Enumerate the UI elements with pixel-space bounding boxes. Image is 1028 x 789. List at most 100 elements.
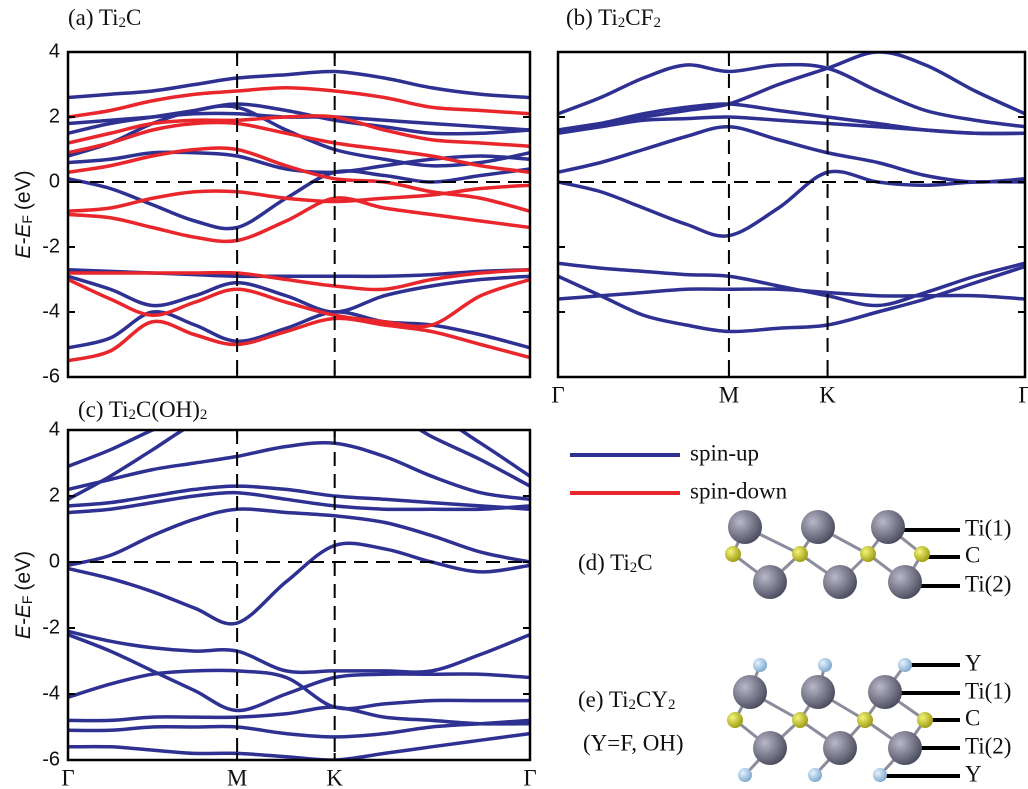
structure-e — [727, 658, 960, 782]
y-label-part: (eV) — [12, 170, 35, 210]
plot-frame — [66, 428, 532, 762]
y-tick-label: 2 — [49, 105, 60, 127]
band-line — [68, 632, 530, 713]
panel-title: (a) Ti2C — [68, 5, 141, 31]
band-line — [68, 440, 530, 502]
structure-label-part: CY — [636, 687, 668, 712]
panel-title-part: CF — [625, 5, 653, 30]
panel-title-sub: 2 — [618, 15, 626, 31]
band-line — [68, 268, 530, 292]
y-label-part: E-E — [12, 223, 35, 259]
band-line — [68, 146, 530, 213]
panel-title-sub: 2 — [129, 407, 137, 423]
band-line — [68, 309, 530, 350]
y-tick-label: -2 — [42, 235, 60, 257]
plot-area — [68, 430, 530, 760]
panel-title-sub: 2 — [200, 407, 208, 423]
plot-frame — [556, 50, 1027, 379]
y-tick-label: -4 — [42, 300, 60, 322]
band-line — [68, 274, 530, 314]
panel-title-part: C(OH) — [136, 397, 200, 422]
panel-title-sub: 2 — [119, 15, 127, 31]
band-line — [68, 430, 530, 478]
x-tick-label: M — [719, 382, 739, 407]
plot-area — [558, 52, 1025, 334]
x-tick-label: K — [326, 765, 343, 789]
layer-label: Ti(1) — [965, 678, 1011, 703]
panel-title-part: C — [126, 5, 141, 30]
x-tick-label: Γ — [1018, 382, 1028, 407]
y-tick-label: 4 — [49, 418, 60, 440]
y-tick-label: -6 — [42, 365, 60, 387]
legend-label: spin-down — [690, 478, 788, 503]
band-line — [68, 114, 530, 148]
panel-title-part: (c) Ti — [78, 397, 129, 422]
structure-label-sub: 2 — [629, 697, 637, 713]
x-tick-label: K — [819, 382, 836, 407]
band-line — [68, 731, 530, 760]
band-line — [68, 541, 530, 626]
band-line — [68, 430, 530, 501]
y-tick-label: 4 — [49, 40, 60, 62]
y-tick-label: 2 — [49, 484, 60, 506]
band-line — [68, 484, 530, 511]
structure-label: (e) Ti2CY2 — [578, 687, 675, 713]
band-line — [68, 629, 530, 675]
panel-title: (b) Ti2CF2 — [566, 5, 661, 31]
band-line — [558, 62, 1025, 129]
y-tick-label: 0 — [49, 550, 60, 572]
x-tick-label: M — [227, 765, 247, 789]
layer-label: Ti(2) — [965, 571, 1011, 596]
structure-note: (Y=F, OH) — [583, 730, 684, 755]
structure-label-part: C — [637, 550, 652, 575]
y-label-sub: F — [19, 596, 35, 605]
band-line — [68, 69, 530, 100]
x-tick-label: Γ — [523, 765, 536, 789]
panel-title-part: (a) Ti — [68, 5, 119, 30]
band-line — [558, 264, 1025, 334]
band-line — [68, 316, 530, 363]
band-line — [68, 104, 530, 168]
band-line — [68, 668, 530, 711]
band-line — [68, 120, 530, 174]
band-line — [558, 124, 1025, 184]
y-tick-label: -2 — [42, 616, 60, 638]
band-line — [558, 169, 1025, 238]
band-line — [68, 196, 530, 244]
structure-label-part: (e) Ti — [578, 687, 629, 712]
layer-label: Y — [965, 761, 982, 786]
plot-area — [68, 69, 530, 363]
x-tick-label: Γ — [61, 765, 74, 789]
plot-frame — [66, 50, 532, 379]
x-tick-label: Γ — [551, 382, 564, 407]
structure-label-sub: 2 — [630, 560, 638, 576]
band-line — [68, 277, 530, 329]
y-label-sub: F — [19, 215, 35, 224]
structure-label-sub: 2 — [668, 697, 676, 713]
band-line — [558, 261, 1025, 308]
layer-label: C — [965, 542, 980, 567]
band-line — [68, 507, 530, 568]
panel-title: (c) Ti2C(OH)2 — [78, 397, 207, 423]
band-line — [68, 718, 530, 739]
y-label-part: E-E — [12, 603, 35, 639]
legend-label: spin-up — [690, 440, 759, 465]
structure-label: (d) Ti2C — [578, 550, 653, 576]
layer-label: Ti(1) — [965, 515, 1011, 540]
layer-label: Ti(2) — [965, 733, 1011, 758]
y-tick-label: 0 — [49, 170, 60, 192]
panel-title-part: (b) Ti — [566, 5, 618, 30]
y-axis-label: E-EF (eV) — [12, 551, 35, 639]
panel-title-sub: 2 — [653, 15, 661, 31]
band-line — [558, 102, 1025, 136]
band-line — [68, 705, 530, 726]
band-line — [68, 490, 530, 515]
y-tick-label: -6 — [42, 748, 60, 770]
layer-label: C — [965, 705, 980, 730]
structure-d — [725, 510, 960, 599]
y-axis-label: E-EF (eV) — [12, 170, 35, 258]
y-label-part: (eV) — [12, 551, 35, 591]
layer-label: Y — [965, 650, 982, 675]
band-line — [558, 52, 1025, 132]
